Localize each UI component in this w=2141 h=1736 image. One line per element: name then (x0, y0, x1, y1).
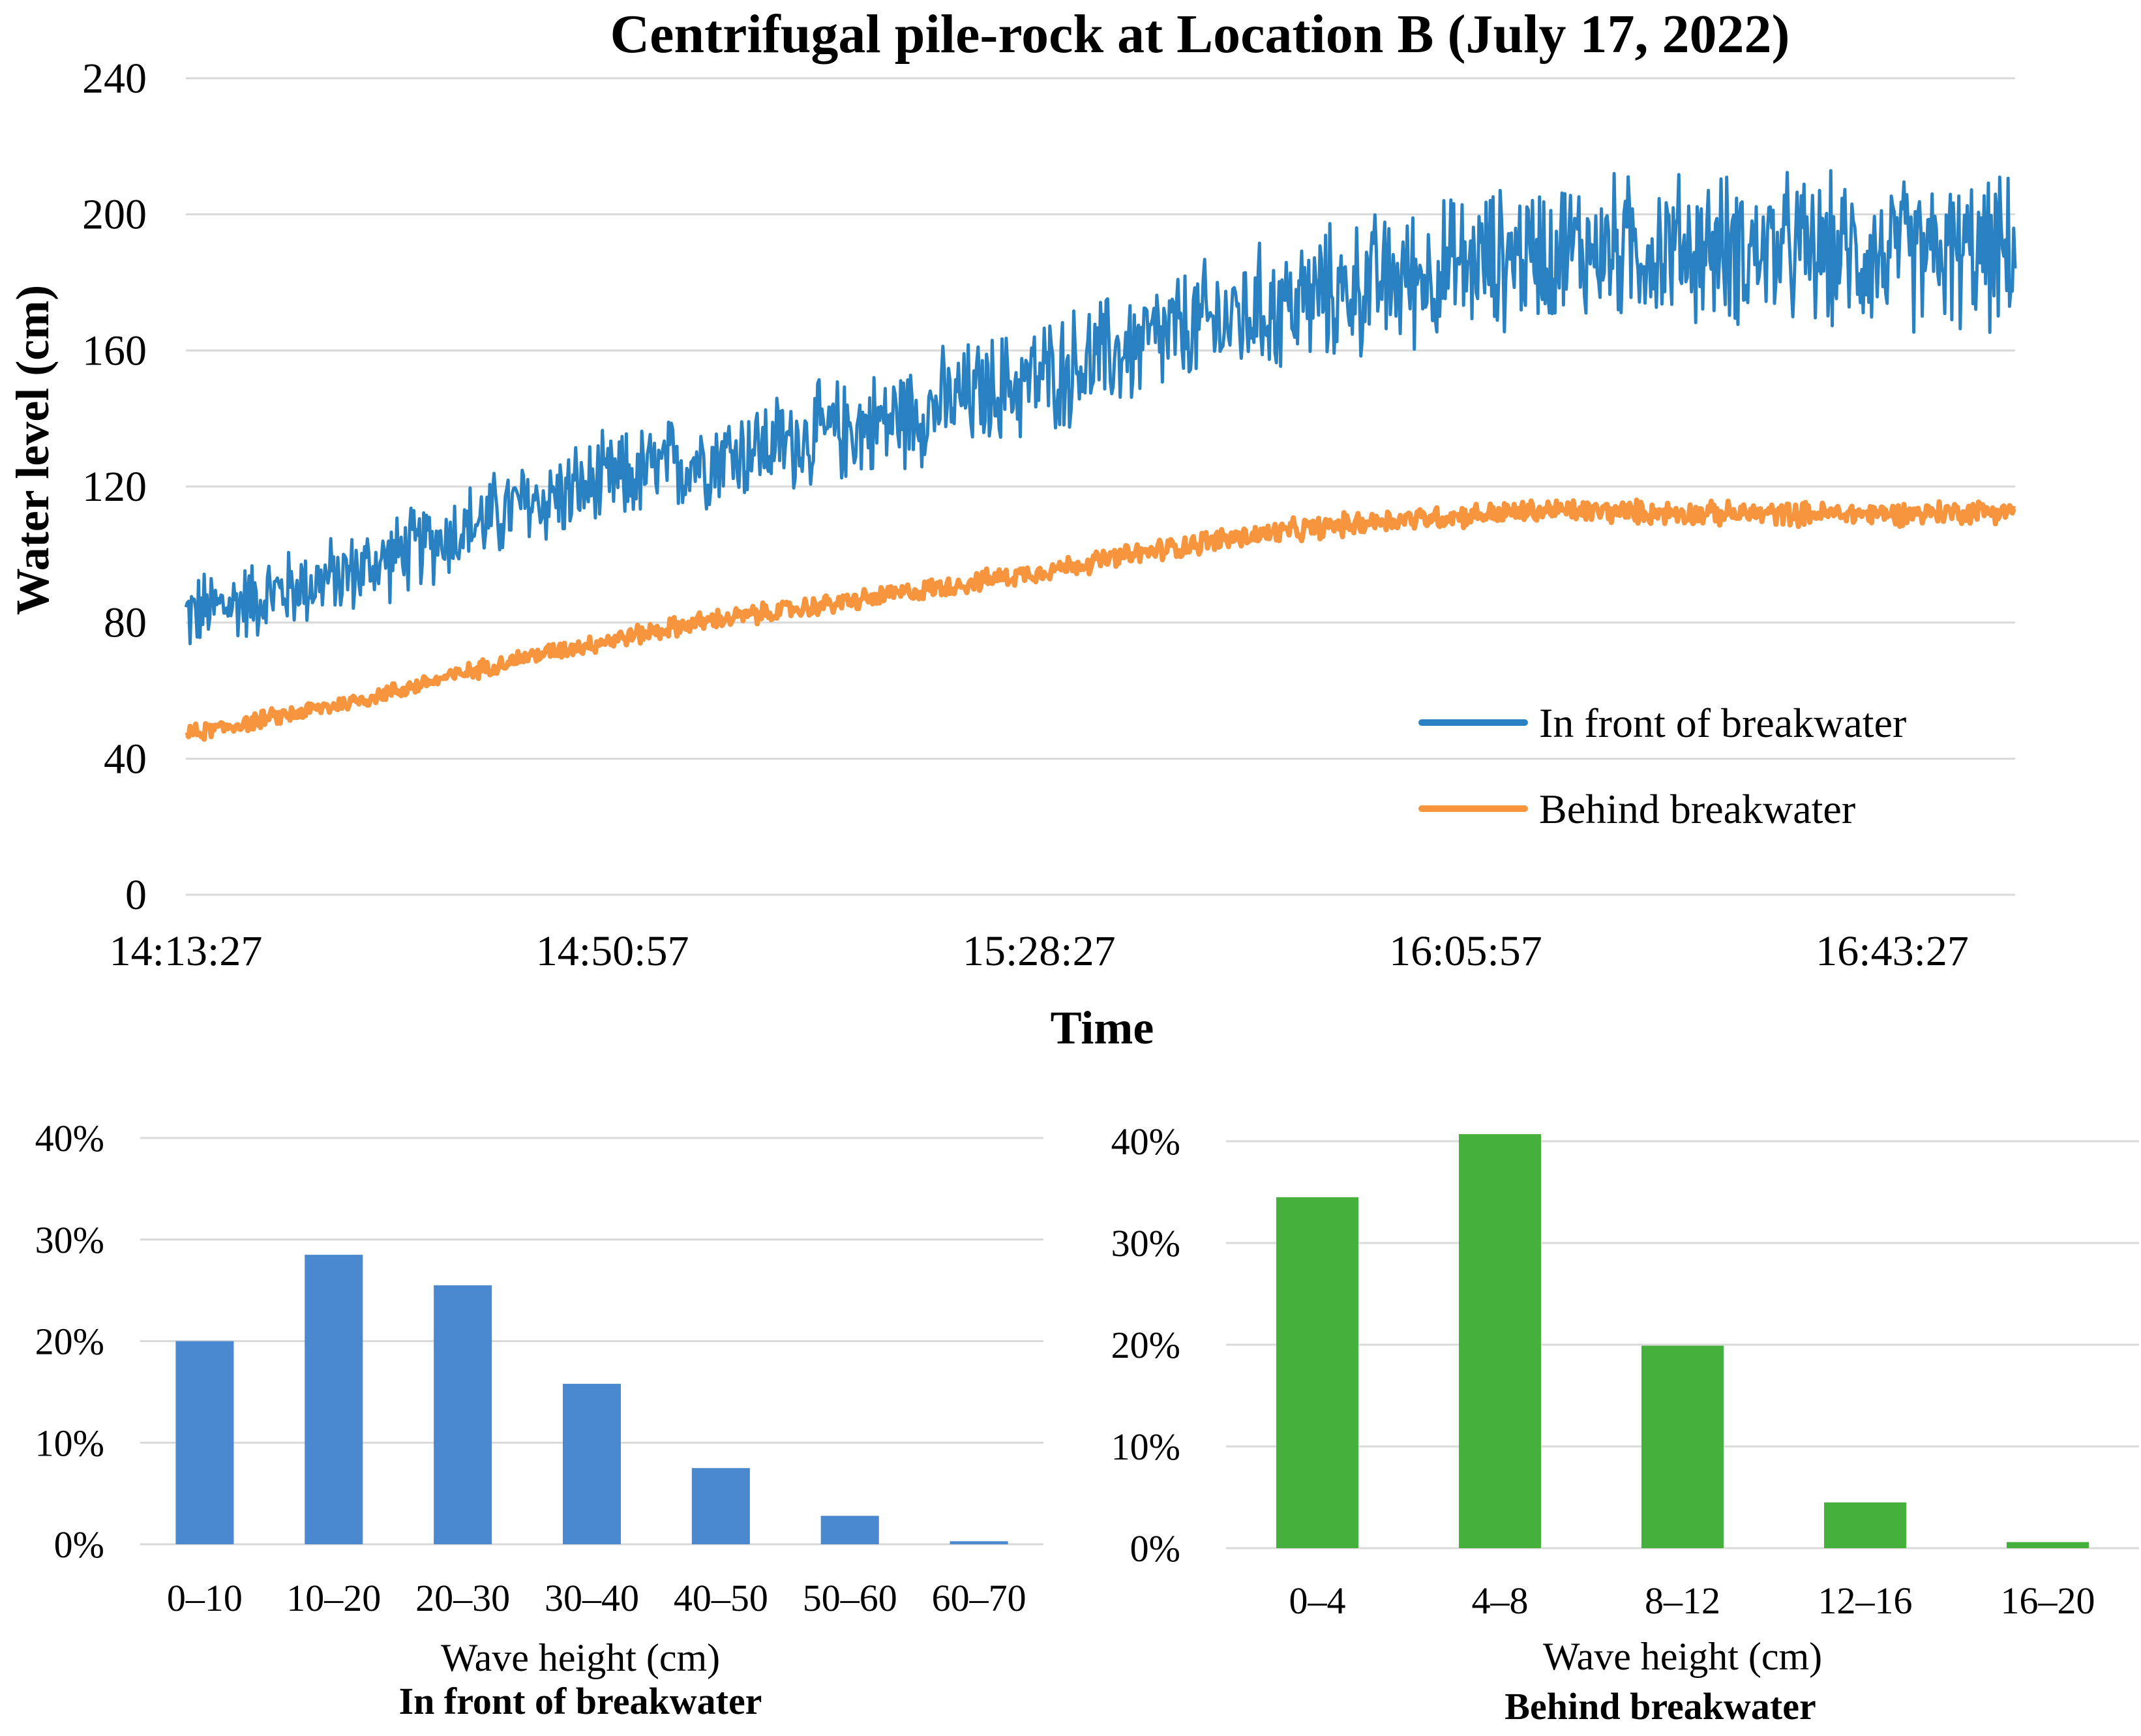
series-line-in-front-of-breakwater (184, 169, 2017, 646)
front-histogram-gridlines (140, 1137, 1043, 1546)
histogram-x-tick-label: 0–4 (1289, 1579, 1346, 1622)
histogram-y-tick-label: 10% (1111, 1426, 1180, 1468)
histogram-bar (820, 1516, 879, 1544)
histogram-x-tick-label: 0–10 (167, 1577, 243, 1619)
histogram-x-tick-label: 20–30 (415, 1577, 510, 1619)
histogram-x-tick-label: 60–70 (932, 1577, 1026, 1619)
behind-histogram-bars (1276, 1134, 2089, 1548)
x-tick-label: 14:50:57 (536, 927, 689, 975)
histogram-bar (950, 1541, 1008, 1544)
front-histogram-y-ticks: 0% 10% 20% 30% 40% (35, 1117, 104, 1566)
histogram-y-tick-label: 20% (1111, 1324, 1180, 1366)
wave-height-histogram-front: 0% 10% 20% 30% 40% 0–10 10–20 20–30 30–40 40–50 5… (35, 1117, 1043, 1722)
y-tick-label: 200 (82, 191, 147, 239)
front-histogram-caption: In front of breakwater (399, 1680, 762, 1722)
histogram-x-tick-label: 10–20 (286, 1577, 381, 1619)
line-chart-gridlines (186, 77, 2015, 896)
wave-height-histogram-behind: 0% 10% 20% 30% 40% 0–4 4–8 8–12 12–16 16–20 Wave… (1111, 1120, 2139, 1728)
legend-label-front: In front of breakwater (1539, 700, 1906, 746)
y-tick-label: 40 (104, 735, 147, 783)
histogram-bar (1276, 1197, 1358, 1548)
line-chart-x-ticks: 14:13:27 14:50:57 15:28:27 16:05:57 16:43:27… (110, 927, 1969, 975)
histogram-x-tick-label: 4–8 (1472, 1579, 1529, 1622)
behind-histogram-caption: Behind breakwater (1505, 1685, 1816, 1728)
histogram-x-tick-label: 16–20 (2001, 1579, 2095, 1622)
y-tick-label: 0 (125, 871, 147, 919)
y-tick-label: 240 (82, 55, 147, 102)
x-tick-label: 15:28:27 (963, 927, 1116, 975)
histogram-y-tick-label: 0% (54, 1523, 104, 1566)
front-histogram-x-axis-title: Wave height (cm) (441, 1636, 720, 1679)
front-histogram-x-ticks: 0–10 10–20 20–30 30–40 40–50 50–60 60–70 (167, 1577, 1026, 1619)
y-axis-title: Water level (cm) (7, 285, 59, 615)
histogram-y-tick-label: 30% (35, 1219, 104, 1261)
x-tick-label: 16:43:27 (1816, 927, 1969, 975)
histogram-bar (305, 1255, 363, 1544)
histogram-bar (434, 1285, 492, 1544)
histogram-x-tick-label: 8–12 (1645, 1579, 1720, 1622)
behind-histogram-y-ticks: 0% 10% 20% 30% 40% (1111, 1120, 1180, 1570)
histogram-y-tick-label: 0% (1130, 1527, 1180, 1570)
legend: In front of breakwater Behind breakwater (1418, 700, 1906, 832)
histogram-bar (1824, 1502, 1906, 1548)
histogram-bar (562, 1383, 621, 1544)
front-histogram-bars (175, 1255, 1008, 1544)
histogram-y-tick-label: 20% (35, 1321, 104, 1363)
x-tick-label: 14:13:27 (110, 927, 263, 975)
series-line-behind-breakwater (185, 497, 2016, 742)
histogram-bar (1459, 1134, 1541, 1548)
water-level-line-chart: Centrifugal pile-rock at Location B (Jul… (7, 4, 2017, 1054)
chart-title: Centrifugal pile-rock at Location B (Jul… (610, 4, 1789, 65)
x-axis-title: Time (1051, 1002, 1154, 1054)
histogram-x-tick-label: 12–16 (1818, 1579, 1913, 1622)
legend-label-behind: Behind breakwater (1539, 786, 1855, 832)
histogram-bar (2007, 1542, 2089, 1548)
y-tick-label: 80 (104, 599, 147, 647)
histogram-x-tick-label: 30–40 (545, 1577, 639, 1619)
y-tick-label: 160 (82, 327, 147, 374)
histogram-bar (691, 1468, 750, 1544)
histogram-x-tick-label: 40–50 (674, 1577, 768, 1619)
behind-histogram-x-ticks: 0–4 4–8 8–12 12–16 16–20 (1289, 1579, 2095, 1622)
line-chart-series (184, 169, 2017, 742)
histogram-x-tick-label: 50–60 (803, 1577, 897, 1619)
histogram-y-tick-label: 10% (35, 1422, 104, 1464)
histogram-y-tick-label: 30% (1111, 1222, 1180, 1265)
x-tick-label: 16:05:57 (1389, 927, 1542, 975)
line-chart-y-ticks: 0 40 80 120 160 200 240 (82, 55, 147, 919)
histogram-y-tick-label: 40% (1111, 1120, 1180, 1163)
histogram-bar (175, 1341, 234, 1544)
histogram-y-tick-label: 40% (35, 1117, 104, 1160)
histogram-bar (1641, 1345, 1724, 1548)
behind-histogram-x-axis-title: Wave height (cm) (1543, 1635, 1822, 1678)
y-tick-label: 120 (82, 463, 147, 511)
